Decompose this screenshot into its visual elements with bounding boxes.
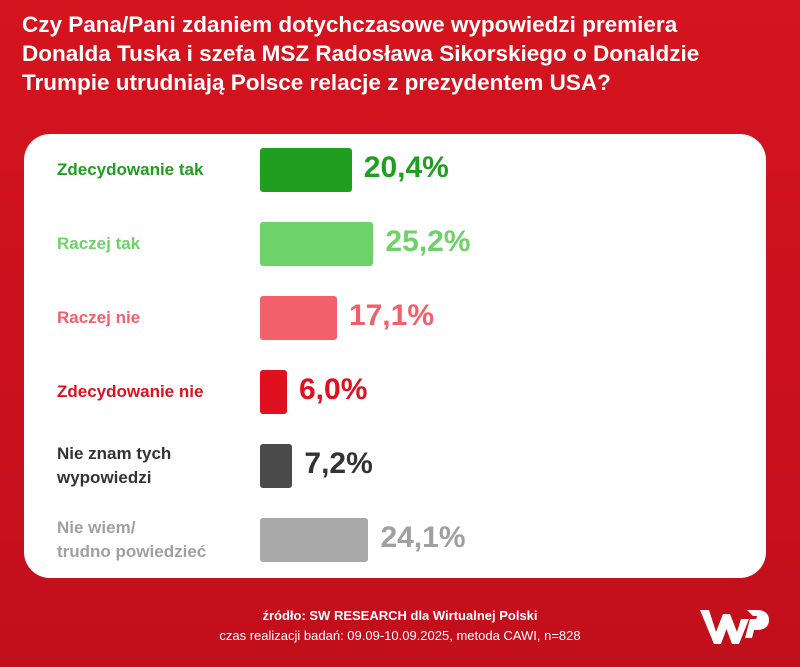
category-label-line: Nie znam tych	[57, 444, 172, 463]
category-label: Zdecydowanie tak	[57, 158, 203, 182]
wp-logo-w	[700, 610, 749, 644]
category-label: Nie znam tych wypowiedzi	[57, 442, 171, 490]
category-label: Raczej tak	[57, 232, 140, 256]
title-line-3: Trumpie utrudniają Polsce relacje z prez…	[22, 70, 611, 95]
category-label-line: Raczej nie	[57, 308, 141, 327]
bar	[260, 444, 293, 488]
category-label: Nie wiem/trudno powiedzieć	[57, 516, 206, 564]
bar	[260, 370, 287, 414]
category-label-line: Raczej tak	[57, 234, 141, 253]
chart-card: Zdecydowanie tak 20,4% Raczej tak 25,2% Racz…	[24, 134, 766, 578]
value-label: 24,1%	[380, 521, 466, 554]
category-label-line: Nie wiem/	[57, 518, 136, 537]
footer: źródło: SW RESEARCH dla Wirtualnej Polsk…	[0, 606, 800, 646]
value-label: 25,2%	[385, 225, 471, 258]
title-line-1: Czy Pana/Pani zdaniem dotychczasowe wypo…	[22, 12, 678, 37]
category-label: Raczej nie	[57, 306, 140, 330]
value-label: 20,4%	[363, 151, 449, 184]
category-label-line: wypowiedzi	[57, 468, 152, 487]
bar	[260, 296, 337, 340]
value-label: 7,2%	[304, 447, 373, 480]
value-label: 17,1%	[348, 299, 435, 332]
category-label-line: trudno powiedzieć	[57, 542, 207, 561]
wp-logo-p	[745, 610, 769, 638]
title-line-2: Donalda Tuska i szefa MSZ Radosława Siko…	[22, 41, 700, 66]
bar	[260, 222, 374, 266]
chart-title: Czy Pana/Pani zdaniem dotychczasowe wypo…	[22, 10, 792, 97]
wp-logo	[700, 610, 769, 644]
bar	[260, 148, 352, 192]
category-label-line: Zdecydowanie nie	[57, 382, 204, 401]
survey-details: czas realizacji badań: 09.09-10.09.2025,…	[219, 628, 581, 643]
category-label: Zdecydowanie nie	[57, 380, 203, 404]
bar	[260, 518, 369, 562]
category-label-line: Zdecydowanie tak	[57, 160, 204, 179]
source-text: źródło: SW RESEARCH dla Wirtualnej Polsk…	[262, 608, 538, 623]
value-label: 6,0%	[299, 373, 368, 406]
